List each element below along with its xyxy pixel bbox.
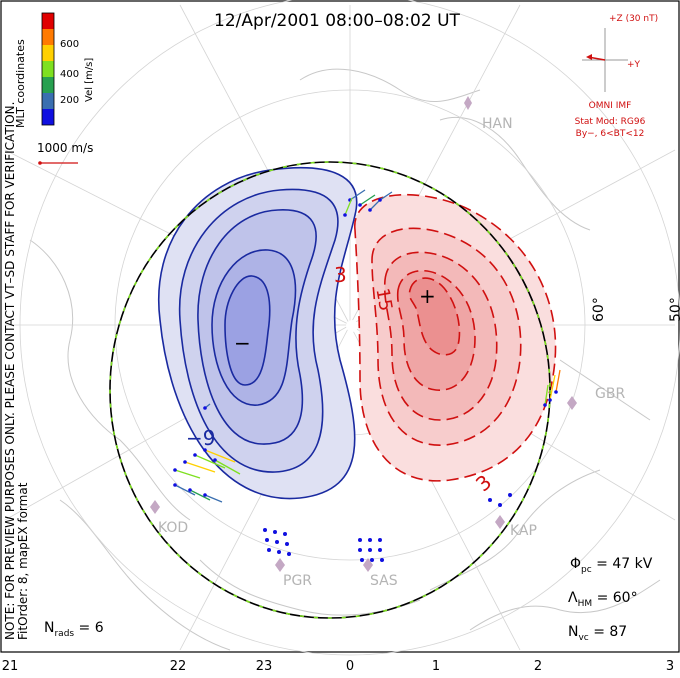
stat-phi-pc: Φpc = 47 kV [570,556,653,575]
radar-label-sas: SAS [370,573,398,589]
colorbar-tick-400: 400 [60,69,79,80]
latitude-label-60: 60° [591,297,607,322]
latitude-label-50: 50° [668,297,680,322]
mlt-tick-1: 1 [432,659,440,674]
mlt-tick-22: 22 [170,659,187,674]
potential-max-marker: + [419,284,436,308]
radar-labels: HAN KOD PGR SAS KAP GBR [158,116,625,589]
mlt-tick-23: 23 [256,659,273,674]
colorbar-tick-600: 600 [60,39,79,50]
model-line-2: By−, 6<BT<12 [576,129,645,139]
velocity-colorbar [41,12,55,126]
radar-sites [150,96,577,572]
contour-label-neg: −9 [186,426,215,450]
map-title: 12/Apr/2001 08:00–08:02 UT [214,11,460,31]
low-speed-dots [263,493,512,562]
potential-min-marker: − [234,331,251,355]
contour-label-pos-b: 15 [371,287,396,313]
positive-potential-cell [354,193,557,482]
radar-label-pgr: PGR [283,573,312,589]
fit-order-note: FitOrder: 8, mapEX format [16,482,30,640]
svg-text:Nvc = 87: Nvc = 87 [568,624,627,643]
radar-label-kap: KAP [510,523,537,539]
negative-potential-cell [158,166,358,500]
mlt-tick-3: 3 [666,659,674,674]
stat-nrads: Nrads = 6 [44,620,104,639]
radar-label-kod: KOD [158,520,188,536]
mlt-tick-21: 21 [2,659,19,674]
pole-marker [346,320,358,332]
svg-text:Φpc = 47 kV: Φpc = 47 kV [570,556,653,575]
stat-nvc: Nvc = 87 [568,624,627,643]
svg-text:Nrads = 6: Nrads = 6 [44,620,104,639]
imf-clock [582,28,628,92]
coordinate-label: MLT coordinates [14,39,27,128]
imf-source: OMNI IMF [589,101,632,111]
model-line-1: Stat Mod: RG96 [575,117,646,127]
svg-text:ΛHM = 60°: ΛHM = 60° [568,590,638,609]
radar-label-gbr: GBR [595,386,625,402]
coastlines [29,68,661,651]
mlt-axis: 21 22 23 0 1 2 3 [2,659,674,674]
velocity-vectors [173,189,561,503]
plot-frame [0,0,680,653]
contour-label-pos-a: 3 [334,263,347,287]
imf-bz-label: +Z (30 nT) [609,14,658,24]
preview-note: NOTE: FOR PREVIEW PURPOSES ONLY. PLEASE … [3,102,17,640]
mlt-tick-2: 2 [534,659,542,674]
hm-boundary-dash [109,161,551,619]
colorbar-label: Vel [m/s] [84,58,95,102]
imf-by-label: +Y [627,60,641,70]
scale-vector-label: 1000 m/s [37,141,93,155]
mlt-tick-0: 0 [346,659,354,674]
stat-lambda-hm: ΛHM = 60° [568,590,638,609]
colorbar-tick-200: 200 [60,95,79,106]
radar-label-han: HAN [482,116,513,132]
